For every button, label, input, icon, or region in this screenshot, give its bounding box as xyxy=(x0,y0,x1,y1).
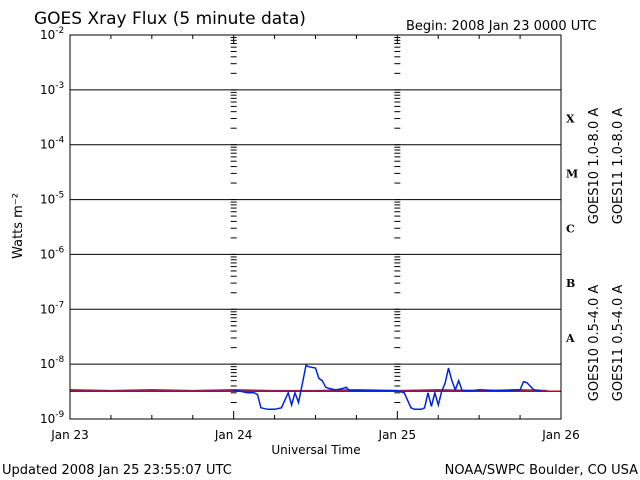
legend-entry: GOES11 0.5-4.0 A xyxy=(611,285,626,402)
data-series xyxy=(69,364,561,411)
updated-timestamp: Updated 2008 Jan 25 23:55:07 UTC xyxy=(2,463,232,478)
y-tick-label: 10-5 xyxy=(40,191,64,207)
flare-class-label: C xyxy=(566,222,575,235)
x-tick-labels: Jan 23 Jan 24 Jan 25 Jan 26 xyxy=(50,428,580,442)
y-axis-title: Watts m⁻² xyxy=(11,193,26,259)
chart-title: GOES Xray Flux (5 minute data) xyxy=(34,9,306,29)
y-tick-label: 10-7 xyxy=(40,300,64,316)
x-tick-label: Jan 26 xyxy=(541,428,580,442)
y-tick-label: 10-8 xyxy=(40,355,65,371)
flare-class-label: B xyxy=(566,277,575,290)
legend-entry: GOES10 1.0-8.0 A xyxy=(587,108,602,225)
y-tick-label: 10-2 xyxy=(40,26,64,42)
x-tick-label: Jan 25 xyxy=(378,428,417,442)
legend-entry: GOES11 1.0-8.0 A xyxy=(611,108,626,225)
flare-class-label: A xyxy=(565,332,575,345)
begin-time-label: Begin: 2008 Jan 23 0000 UTC xyxy=(406,19,597,34)
flare-class-labels: X M C B A xyxy=(565,113,578,345)
flare-class-label: M xyxy=(566,167,578,180)
noaa-credit: NOAA/SWPC Boulder, CO USA xyxy=(445,463,638,478)
grid-lines xyxy=(70,89,561,365)
legend: GOES10 1.0-8.0 A GOES11 1.0-8.0 A GOES10 0… xyxy=(587,108,626,402)
x-tick-label: Jan 23 xyxy=(50,428,89,442)
y-tick-label: 10-4 xyxy=(40,136,65,152)
y-tick-label: 10-3 xyxy=(40,81,64,97)
y-tick-label: 10-9 xyxy=(40,410,65,426)
day-tick-marks xyxy=(69,35,562,420)
plot-frame xyxy=(69,34,562,420)
x-tick-label: Jan 24 xyxy=(214,428,253,442)
flare-class-label: X xyxy=(566,113,575,126)
y-tick-labels: 10-9 10-8 10-7 10-6 10-5 10-4 10-3 10-2 xyxy=(40,26,65,426)
x-axis-title: Universal Time xyxy=(271,443,360,457)
legend-entry: GOES10 0.5-4.0 A xyxy=(587,285,602,402)
series-line-3 xyxy=(233,364,541,411)
y-tick-label: 10-6 xyxy=(40,245,65,261)
